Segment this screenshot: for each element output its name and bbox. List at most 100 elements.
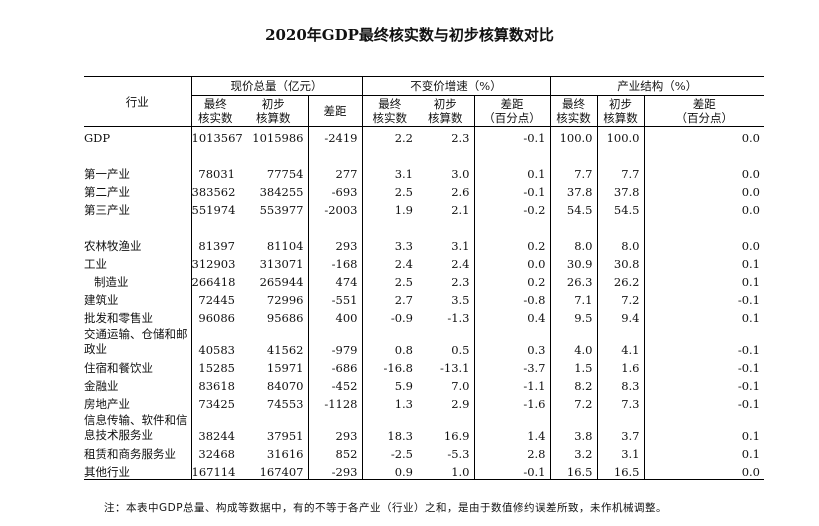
cell-value: 8.2 — [549, 375, 597, 393]
cell-value: 2.2 — [361, 126, 417, 145]
cell-value: -1128 — [307, 393, 362, 411]
cell-value: 1.0 — [417, 461, 474, 480]
cell-value: 7.2 — [549, 393, 597, 411]
cell-value: 7.7 — [549, 163, 597, 181]
cell-value: -686 — [307, 357, 362, 375]
cell-value: -0.9 — [361, 307, 417, 325]
row-label: 农林牧渔业 — [84, 239, 142, 253]
header-group-total: 现价总量（亿元） — [190, 76, 362, 96]
cell-value: 78031 — [190, 163, 239, 181]
cell-value: 0.1 — [643, 443, 764, 461]
cell-value: 4.0 — [549, 325, 597, 357]
cell-value: 0.0 — [643, 235, 764, 253]
cell-value: 3.8 — [549, 411, 597, 443]
cell-value: 38244 — [190, 411, 239, 443]
row-label: 房地产业 — [84, 397, 130, 411]
cell-value: 0.5 — [451, 343, 470, 357]
row-label: 第二产业 — [84, 185, 130, 199]
cell-value: 73425 — [190, 393, 239, 411]
cell-value: 0.0 — [473, 253, 550, 271]
cell-value: -979 — [307, 325, 362, 357]
table-row: 建筑业 72445 72996 -551 2.7 3.5 -0.8 7.1 7.2 -0.1 — [84, 289, 764, 307]
cell-value: 40583 — [190, 325, 239, 357]
cell-value: 1.3 — [361, 393, 417, 411]
cell-value: 2.4 — [361, 253, 417, 271]
row-label: 制造业 — [94, 275, 129, 289]
cell-value: 2.4 — [451, 257, 470, 271]
cell-value: 30.8 — [596, 253, 644, 271]
cell-value: 2.5 — [361, 271, 417, 289]
cell-value: 0.9 — [361, 461, 417, 480]
cell-value: 265944 — [259, 275, 304, 289]
cell-value: 2.5 — [361, 181, 417, 199]
table-row: 信息传输、软件和信息技术服务业 38244 37951 293 18.3 16.9 1.4 3… — [84, 411, 764, 443]
page-title: 2020年GDP最终核实数与初步核算数对比 — [265, 26, 554, 44]
row-label: 住宿和餐饮业 — [84, 361, 153, 375]
cell-value: 0.1 — [643, 411, 764, 443]
cell-value: 16.5 — [596, 461, 644, 480]
cell-value: 0.1 — [643, 307, 764, 325]
cell-value: 852 — [307, 443, 362, 461]
cell-value: 0.4 — [473, 307, 550, 325]
header-industry: 行业 — [84, 76, 191, 127]
cell-value: 3.7 — [596, 411, 644, 443]
cell-value: 32468 — [190, 443, 239, 461]
cell-value: -0.1 — [473, 181, 550, 199]
spacer-row — [84, 145, 764, 163]
cell-value: 95686 — [266, 311, 304, 325]
cell-value: 9.4 — [596, 307, 644, 325]
header-final: 最终 核实数 — [549, 95, 597, 127]
cell-value: 1.6 — [596, 357, 644, 375]
row-label: GDP — [84, 131, 111, 145]
row-label: 建筑业 — [84, 293, 119, 307]
table-row: 房地产业 73425 74553 -1128 1.3 2.9 -1.6 7.2 7.3 -0.1 — [84, 393, 764, 411]
cell-value: 0.0 — [643, 181, 764, 199]
cell-value: 0.2 — [473, 271, 550, 289]
cell-value: 3.1 — [361, 163, 417, 181]
table-row: 住宿和餐饮业 15285 15971 -686 -16.8 -13.1 -3.7 1.5 1.6… — [84, 357, 764, 375]
cell-value: 1.4 — [473, 411, 550, 443]
cell-value: -1.6 — [473, 393, 550, 411]
table-row: 制造业 266418 265944 474 2.5 2.3 0.2 26.3 26.2 0.1 — [84, 271, 764, 289]
cell-value: 2.3 — [451, 275, 470, 289]
cell-value: 266418 — [190, 271, 239, 289]
cell-value: 1015986 — [252, 131, 304, 145]
cell-value: -16.8 — [361, 357, 417, 375]
cell-value: 293 — [307, 235, 362, 253]
row-label: 工业 — [84, 257, 107, 271]
cell-value: 2.9 — [451, 397, 470, 411]
table-row: 其他行业 167114 167407 -293 0.9 1.0 -0.1 16.5 16.5 0.… — [84, 461, 764, 480]
cell-value: 0.0 — [643, 163, 764, 181]
cell-value: 100.0 — [549, 126, 597, 145]
cell-value: 8.0 — [596, 235, 644, 253]
table-row: GDP 1013567 1015986 -2419 2.2 2.3 -0.1 100.0 100… — [84, 126, 764, 145]
cell-value: 277 — [307, 163, 362, 181]
cell-value: 84070 — [266, 379, 304, 393]
header-final: 最终 核实数 — [190, 95, 239, 127]
cell-value: 9.5 — [549, 307, 597, 325]
cell-value: 7.1 — [549, 289, 597, 307]
cell-value: 553977 — [259, 203, 304, 217]
cell-value: 7.0 — [451, 379, 470, 393]
table-row: 批发和零售业 96086 95686 400 -0.9 -1.3 0.4 9.5 9.4 0.1 — [84, 307, 764, 325]
cell-value: 400 — [307, 307, 362, 325]
cell-value: 5.9 — [361, 375, 417, 393]
row-label: 其他行业 — [84, 461, 191, 480]
cell-value: 41562 — [266, 343, 304, 357]
table-row: 金融业 83618 84070 -452 5.9 7.0 -1.1 8.2 8.3 -0.1 — [84, 375, 764, 393]
cell-value: -0.1 — [643, 289, 764, 307]
cell-value: -0.1 — [643, 357, 764, 375]
cell-value: -1.3 — [447, 311, 470, 325]
row-label: 交通运输、仓储和邮政业 — [84, 327, 188, 356]
cell-value: 3.0 — [451, 167, 470, 181]
cell-value: -13.1 — [440, 361, 470, 375]
row-label: 租赁和商务服务业 — [84, 447, 176, 461]
cell-value: 2.7 — [361, 289, 417, 307]
cell-value: 37951 — [266, 429, 304, 443]
cell-value: -0.1 — [643, 375, 764, 393]
cell-value: 54.5 — [596, 199, 644, 217]
cell-value: 100.0 — [596, 126, 644, 145]
table-row: 第一产业 78031 77754 277 3.1 3.0 0.1 7.7 7.7 0.0 — [84, 163, 764, 181]
cell-value: 7.2 — [596, 289, 644, 307]
cell-value: 0.8 — [361, 325, 417, 357]
